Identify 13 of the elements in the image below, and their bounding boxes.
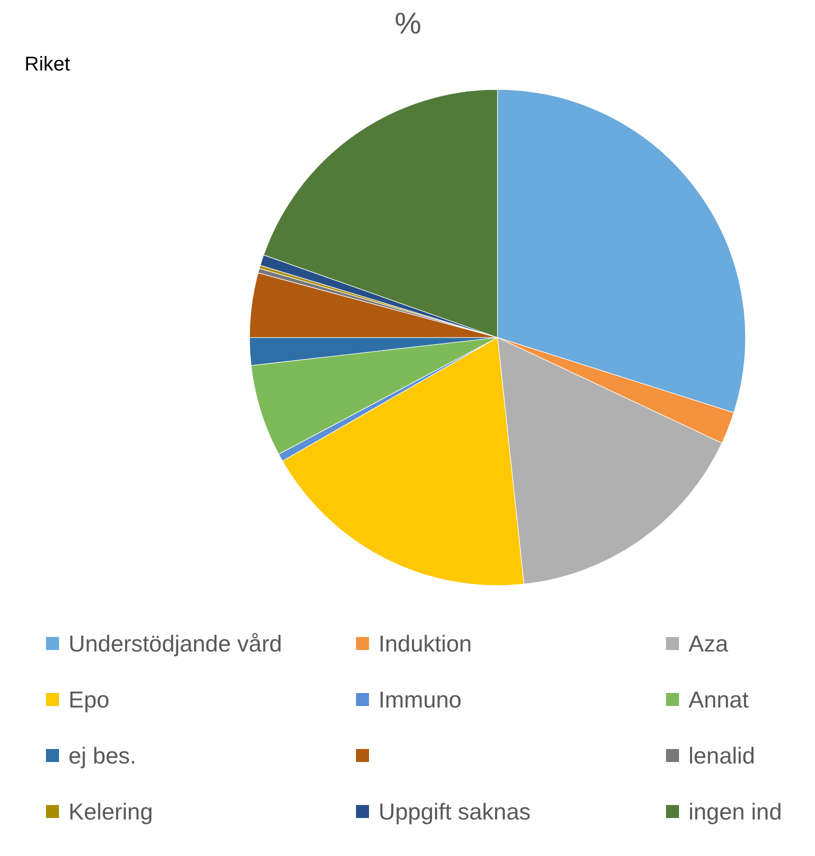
legend-label: Understödjande vård	[68, 630, 282, 656]
legend-label: ej bes.	[68, 742, 136, 768]
text: Riket	[24, 54, 71, 76]
legend-label: Immuno	[378, 686, 462, 712]
legend-label: lenalid	[688, 742, 755, 768]
chart-title: %	[394, 8, 422, 40]
legend-label: Epo	[68, 686, 110, 712]
legend-label: ingen ind	[688, 798, 782, 824]
legend-label: Kelering	[68, 798, 153, 824]
legend-label: Annat	[688, 686, 750, 712]
legend-label: Aza	[688, 630, 728, 656]
legend-label: Uppgift saknas	[378, 798, 531, 824]
legend-label: Induktion	[378, 630, 472, 656]
